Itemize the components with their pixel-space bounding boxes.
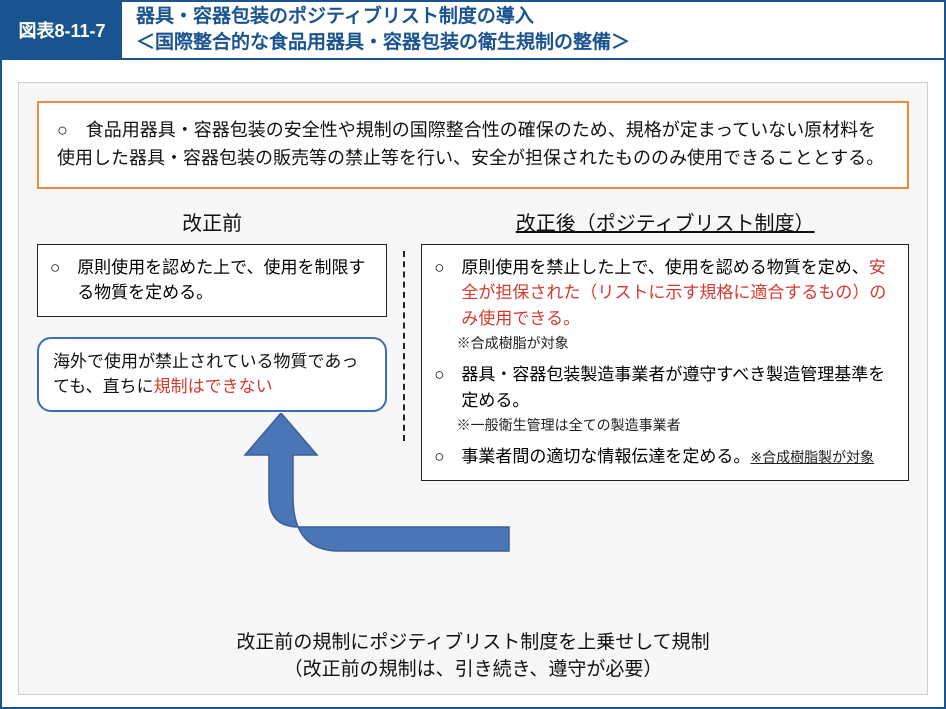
after-item-note-inline: ※合成樹脂製が対象 xyxy=(750,449,874,465)
intro-bullet: ○ xyxy=(57,117,86,145)
intro-text: 食品用器具・容器包装の安全性や規制の国際整合性の確保のため、規格が定まっていない… xyxy=(57,120,884,168)
comparison-columns: 改正前 ○ 原則使用を認めた上で、使用を制限する物質を定める。 海外で使用が禁止… xyxy=(37,207,909,481)
after-item-text: 器具・容器包装製造事業者が遵守すべき製造管理基準を定める。 xyxy=(461,365,885,410)
after-bullet: ○ xyxy=(434,444,461,470)
after-box: ○原則使用を禁止した上で、使用を認める物質を定め、安全が担保された（リストに示す… xyxy=(421,244,909,481)
figure-container: 図表8-11-7 器具・容器包装のポジティブリスト制度の導入 ＜国際整合的な食品… xyxy=(0,0,946,709)
after-item-note: ※合成樹脂が対象 xyxy=(457,333,896,354)
before-text: 原則使用を認めた上で、使用を制限する物質を定める。 xyxy=(77,255,374,306)
intro-box: ○食品用器具・容器包装の安全性や規制の国際整合性の確保のため、規格が定まっていな… xyxy=(37,101,909,189)
before-column: 改正前 ○ 原則使用を認めた上で、使用を制限する物質を定める。 海外で使用が禁止… xyxy=(37,207,403,481)
after-item: ○事業者間の適切な情報伝達を定める。※合成樹脂製が対象 xyxy=(434,444,896,470)
after-item-text: 事業者間の適切な情報伝達を定める。 xyxy=(461,447,750,466)
bottom-line2: （改正前の規制は、引き続き、遵守が必要） xyxy=(19,656,927,684)
after-item-body: 器具・容器包装製造事業者が遵守すべき製造管理基準を定める。 xyxy=(461,362,896,413)
figure-number-badge: 図表8-11-7 xyxy=(2,2,122,58)
before-bullet: ○ xyxy=(50,255,77,306)
figure-title: 器具・容器包装のポジティブリスト制度の導入 ＜国際整合的な食品用器具・容器包装の… xyxy=(122,2,644,58)
after-item-body: 原則使用を禁止した上で、使用を認める物質を定め、安全が担保された（リストに示す規… xyxy=(461,255,896,332)
after-item-note: ※一般衛生管理は全ての製造事業者 xyxy=(457,415,896,436)
after-title: 改正後（ポジティブリスト制度） xyxy=(421,207,909,236)
after-item-text: 原則使用を禁止した上で、使用を認める物質を定め、 xyxy=(461,258,868,277)
after-item: ○原則使用を禁止した上で、使用を認める物質を定め、安全が担保された（リストに示す… xyxy=(434,255,896,332)
column-divider xyxy=(403,251,405,441)
after-bullet: ○ xyxy=(434,362,461,413)
callout-text-red: 規制はできない xyxy=(154,377,273,396)
after-bullet: ○ xyxy=(434,255,461,332)
before-box: ○ 原則使用を認めた上で、使用を制限する物質を定める。 xyxy=(37,244,387,317)
before-title: 改正前 xyxy=(37,207,387,236)
after-item: ○器具・容器包装製造事業者が遵守すべき製造管理基準を定める。 xyxy=(434,362,896,413)
after-column: 改正後（ポジティブリスト制度） ○原則使用を禁止した上で、使用を認める物質を定め… xyxy=(403,207,909,481)
before-callout: 海外で使用が禁止されている物質であっても、直ちに規制はできない xyxy=(37,337,387,412)
header: 図表8-11-7 器具・容器包装のポジティブリスト制度の導入 ＜国際整合的な食品… xyxy=(2,2,944,60)
content-panel: ○食品用器具・容器包装の安全性や規制の国際整合性の確保のため、規格が定まっていな… xyxy=(18,82,928,695)
after-item-body: 事業者間の適切な情報伝達を定める。※合成樹脂製が対象 xyxy=(461,444,896,470)
figure-title-line1: 器具・容器包装のポジティブリスト制度の導入 xyxy=(136,4,630,30)
figure-title-line2: ＜国際整合的な食品用器具・容器包装の衛生規制の整備＞ xyxy=(136,30,630,56)
bottom-line1: 改正前の規制にポジティブリスト制度を上乗せして規制 xyxy=(19,629,927,657)
bottom-caption: 改正前の規制にポジティブリスト制度を上乗せして規制 （改正前の規制は、引き続き、… xyxy=(19,629,927,684)
